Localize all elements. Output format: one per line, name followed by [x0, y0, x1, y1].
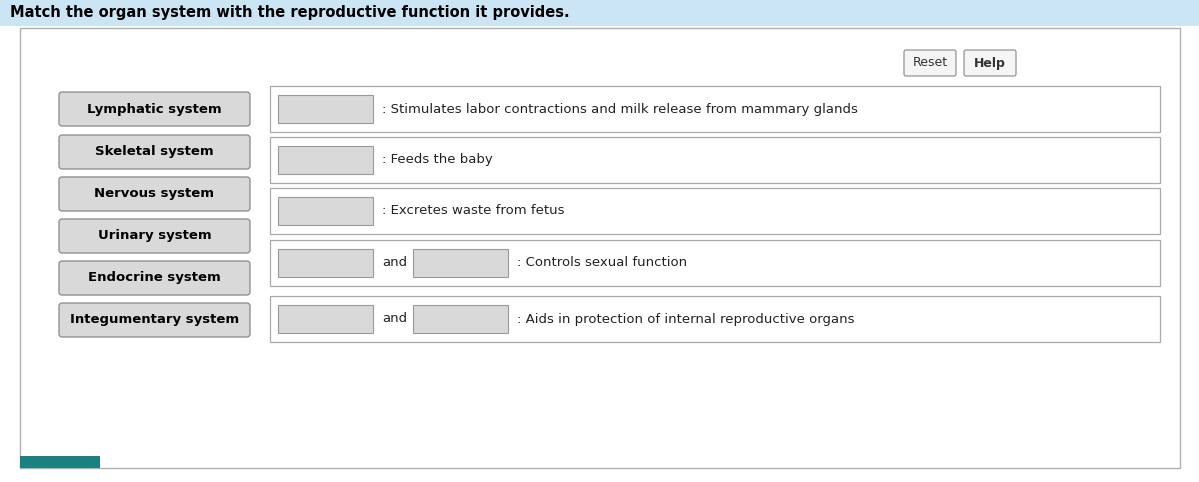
- Text: and: and: [382, 312, 408, 325]
- FancyBboxPatch shape: [904, 50, 956, 76]
- Bar: [270, 296, 1159, 342]
- Text: Reset: Reset: [912, 56, 947, 69]
- Text: Skeletal system: Skeletal system: [95, 146, 213, 159]
- Bar: [412, 305, 508, 333]
- Bar: [270, 188, 1159, 234]
- FancyBboxPatch shape: [59, 177, 251, 211]
- Text: Nervous system: Nervous system: [95, 187, 215, 201]
- Bar: [412, 249, 508, 277]
- FancyBboxPatch shape: [59, 303, 251, 337]
- Bar: [278, 146, 373, 174]
- Text: : Aids in protection of internal reproductive organs: : Aids in protection of internal reprodu…: [517, 312, 855, 325]
- FancyBboxPatch shape: [964, 50, 1016, 76]
- FancyBboxPatch shape: [59, 135, 251, 169]
- Bar: [270, 86, 1159, 132]
- Text: : Controls sexual function: : Controls sexual function: [517, 256, 687, 269]
- Text: : Excretes waste from fetus: : Excretes waste from fetus: [382, 204, 565, 217]
- FancyBboxPatch shape: [59, 219, 251, 253]
- Text: Endocrine system: Endocrine system: [88, 271, 221, 284]
- Bar: [278, 249, 373, 277]
- Bar: [278, 95, 373, 123]
- FancyBboxPatch shape: [59, 261, 251, 295]
- Text: Match the organ system with the reproductive function it provides.: Match the organ system with the reproduc…: [10, 5, 570, 21]
- Bar: [270, 240, 1159, 286]
- Bar: [20, 456, 100, 468]
- Text: Help: Help: [974, 56, 1006, 69]
- Text: Urinary system: Urinary system: [97, 229, 211, 242]
- FancyBboxPatch shape: [59, 92, 251, 126]
- Bar: [270, 137, 1159, 183]
- Text: : Feeds the baby: : Feeds the baby: [382, 153, 493, 166]
- Text: Integumentary system: Integumentary system: [70, 313, 239, 326]
- Text: and: and: [382, 256, 408, 269]
- Bar: [278, 305, 373, 333]
- Bar: [0, 0, 1199, 26]
- Text: Lymphatic system: Lymphatic system: [88, 103, 222, 116]
- Text: : Stimulates labor contractions and milk release from mammary glands: : Stimulates labor contractions and milk…: [382, 103, 857, 116]
- Bar: [278, 197, 373, 225]
